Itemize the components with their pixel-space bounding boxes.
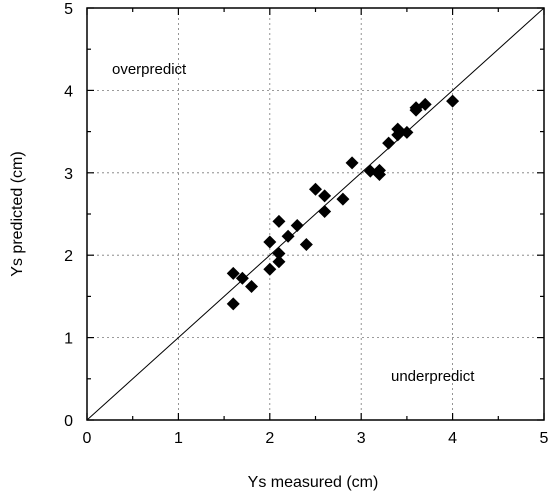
data-point (235, 271, 249, 285)
data-point (400, 125, 414, 139)
axis-ticks (86, 7, 545, 421)
data-point (281, 229, 295, 243)
data-point (272, 247, 286, 261)
data-point (245, 280, 259, 294)
y-tick-labels: 0 1 2 3 4 5 (64, 1, 73, 430)
y-tick-label: 4 (64, 83, 73, 100)
data-point (336, 192, 350, 206)
data-point (226, 266, 240, 280)
x-tick-label: 2 (265, 430, 274, 447)
y-tick-label: 1 (64, 331, 73, 348)
y-tick-label: 5 (64, 1, 73, 18)
y-tick-label: 3 (64, 166, 73, 183)
data-point (299, 237, 313, 251)
reference-line (86, 7, 545, 421)
x-axis-title: Ys measured (cm) (248, 474, 379, 491)
overpredict-annotation: overpredict (112, 61, 187, 78)
data-points (226, 94, 460, 311)
data-point (309, 182, 322, 196)
underpredict-annotation: underpredict (391, 368, 475, 385)
x-tick-label: 5 (540, 430, 549, 447)
x-tick-label: 4 (448, 430, 457, 447)
data-point (446, 94, 460, 108)
data-point (318, 205, 332, 219)
data-point (318, 189, 332, 203)
x-tick-labels: 0 1 2 3 4 5 (83, 430, 549, 447)
data-point (272, 214, 286, 228)
x-tick-label: 1 (174, 430, 183, 447)
data-point (418, 97, 432, 111)
data-point (290, 219, 304, 233)
x-tick-label: 3 (357, 430, 366, 447)
data-point (263, 235, 277, 249)
x-tick-label: 0 (83, 430, 92, 447)
y-tick-label: 2 (64, 248, 73, 265)
data-point (382, 136, 396, 150)
y-axis-title: Ys predicted (cm) (9, 151, 26, 276)
y-tick-label: 0 (64, 413, 73, 430)
data-point (372, 163, 386, 177)
data-point (272, 255, 286, 269)
data-point (226, 297, 240, 311)
data-point (263, 262, 277, 276)
grid (87, 8, 544, 420)
data-point (345, 156, 359, 170)
